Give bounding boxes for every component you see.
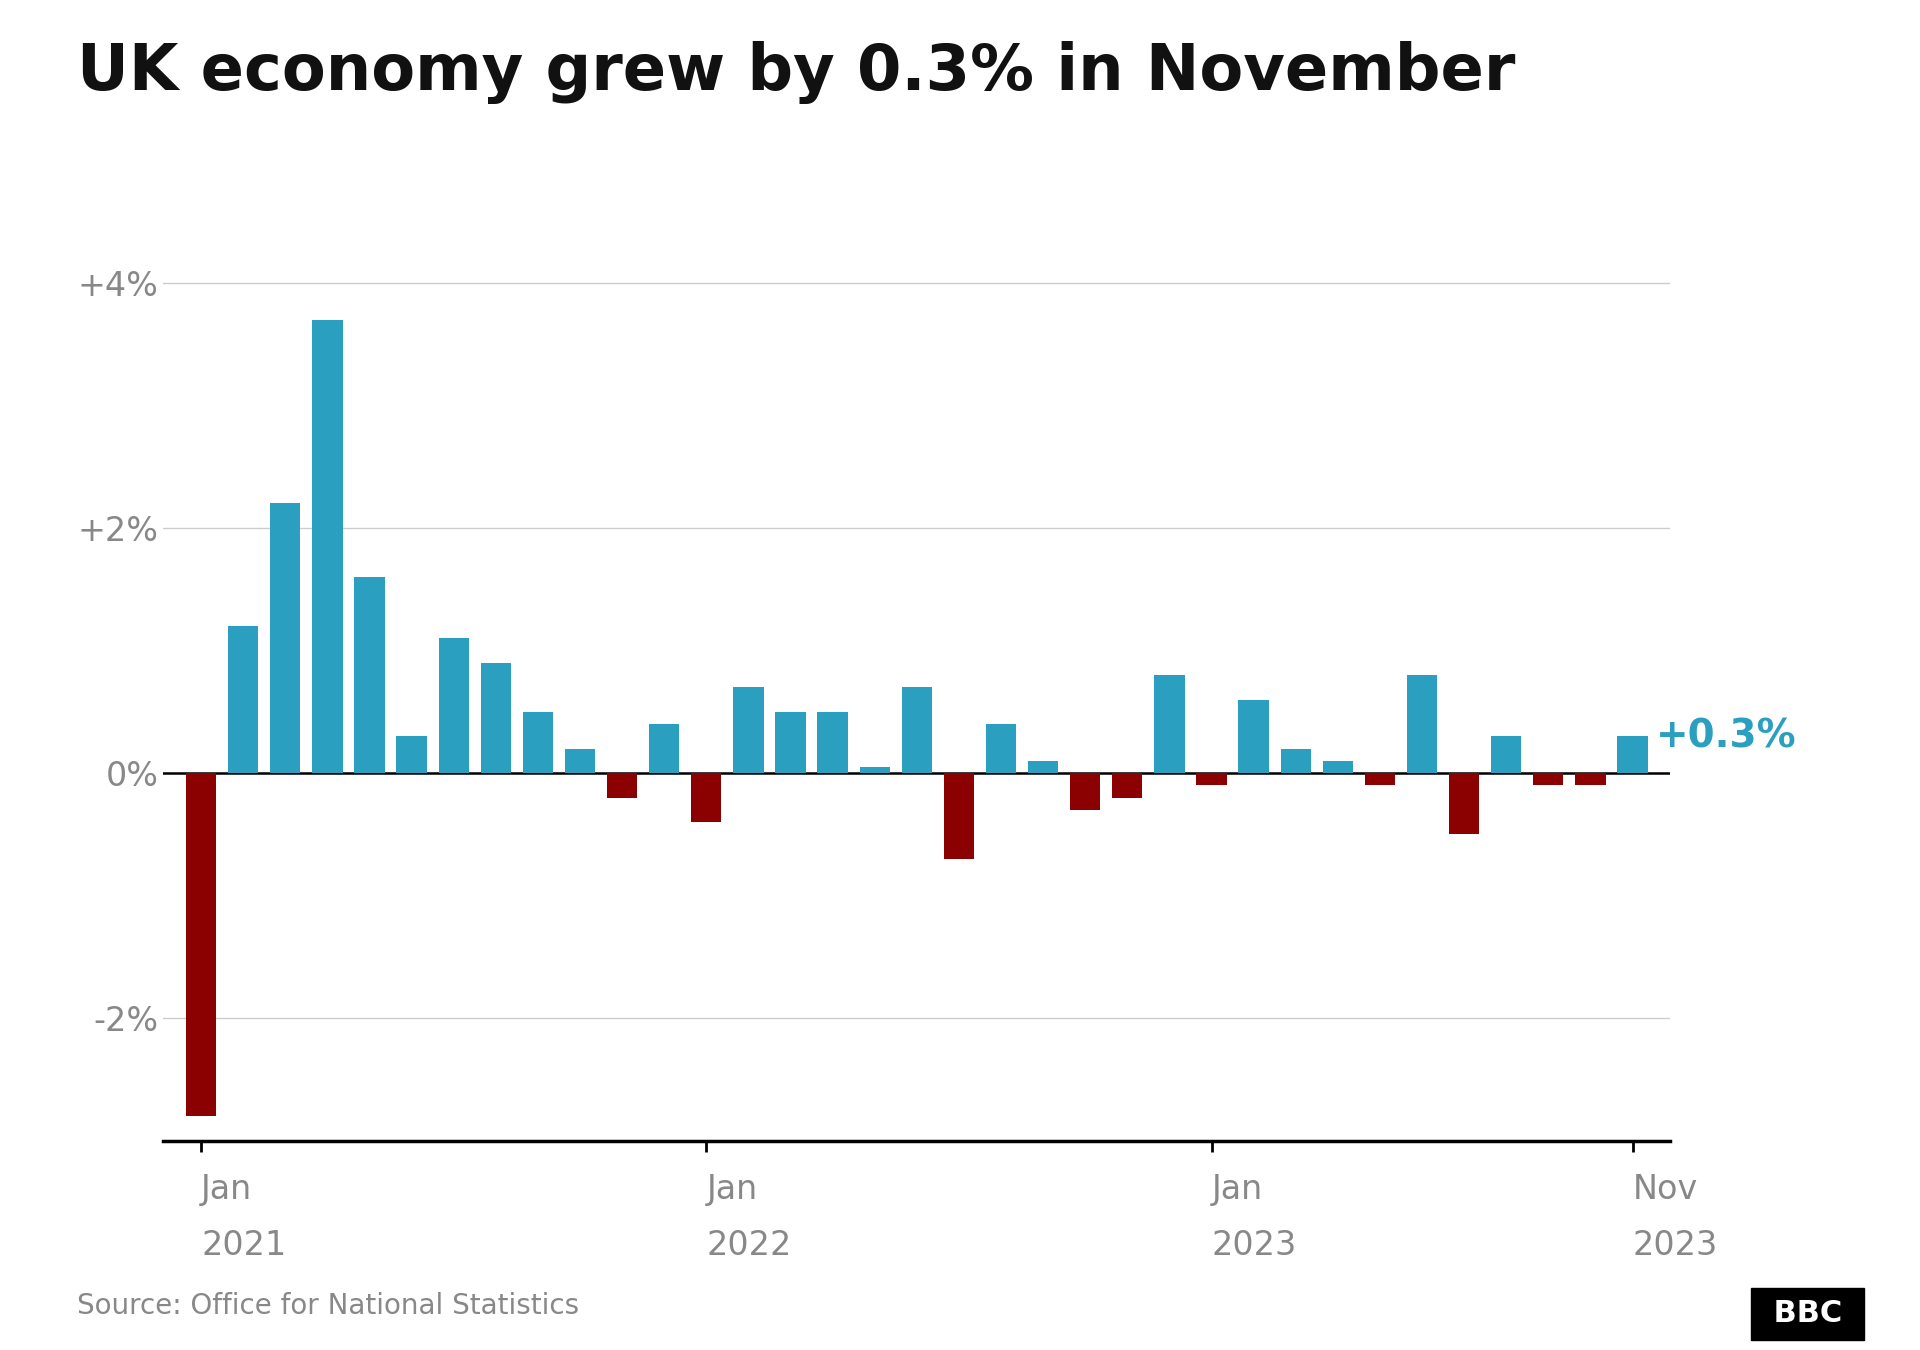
- Bar: [945, 774, 973, 859]
- Bar: [522, 711, 553, 774]
- Text: UK economy grew by 0.3% in November: UK economy grew by 0.3% in November: [77, 40, 1515, 104]
- Bar: [985, 724, 1016, 774]
- Text: 2023: 2023: [1212, 1230, 1296, 1262]
- Bar: [1069, 774, 1100, 810]
- Bar: [1154, 675, 1185, 774]
- Bar: [902, 687, 931, 774]
- Bar: [355, 576, 384, 774]
- Bar: [776, 711, 806, 774]
- Text: +0.3%: +0.3%: [1655, 717, 1797, 755]
- Text: 2022: 2022: [707, 1230, 791, 1262]
- Bar: [1323, 761, 1354, 774]
- Bar: [1492, 736, 1521, 774]
- Bar: [860, 767, 889, 774]
- Bar: [691, 774, 722, 822]
- Bar: [564, 748, 595, 774]
- Bar: [1365, 774, 1396, 786]
- Bar: [733, 687, 764, 774]
- Bar: [649, 724, 680, 774]
- Text: Jan: Jan: [1212, 1173, 1263, 1207]
- Bar: [1238, 699, 1269, 774]
- Bar: [818, 711, 849, 774]
- Text: 2021: 2021: [202, 1230, 286, 1262]
- Bar: [1196, 774, 1227, 786]
- Bar: [1450, 774, 1478, 834]
- Text: Jan: Jan: [707, 1173, 758, 1207]
- Bar: [607, 774, 637, 798]
- Bar: [228, 626, 259, 774]
- Bar: [271, 504, 300, 774]
- Bar: [438, 639, 468, 774]
- Bar: [1281, 748, 1311, 774]
- Bar: [1617, 736, 1647, 774]
- Bar: [1112, 774, 1142, 798]
- Bar: [1574, 774, 1605, 786]
- Bar: [1407, 675, 1438, 774]
- Text: Jan: Jan: [202, 1173, 252, 1207]
- Text: BBC: BBC: [1763, 1300, 1853, 1328]
- Text: 2023: 2023: [1632, 1230, 1718, 1262]
- Text: Nov: Nov: [1632, 1173, 1697, 1207]
- Bar: [313, 320, 342, 774]
- Bar: [1534, 774, 1563, 786]
- Bar: [1027, 761, 1058, 774]
- Text: Source: Office for National Statistics: Source: Office for National Statistics: [77, 1292, 580, 1320]
- Bar: [396, 736, 426, 774]
- Bar: [480, 663, 511, 774]
- Bar: [186, 774, 217, 1116]
